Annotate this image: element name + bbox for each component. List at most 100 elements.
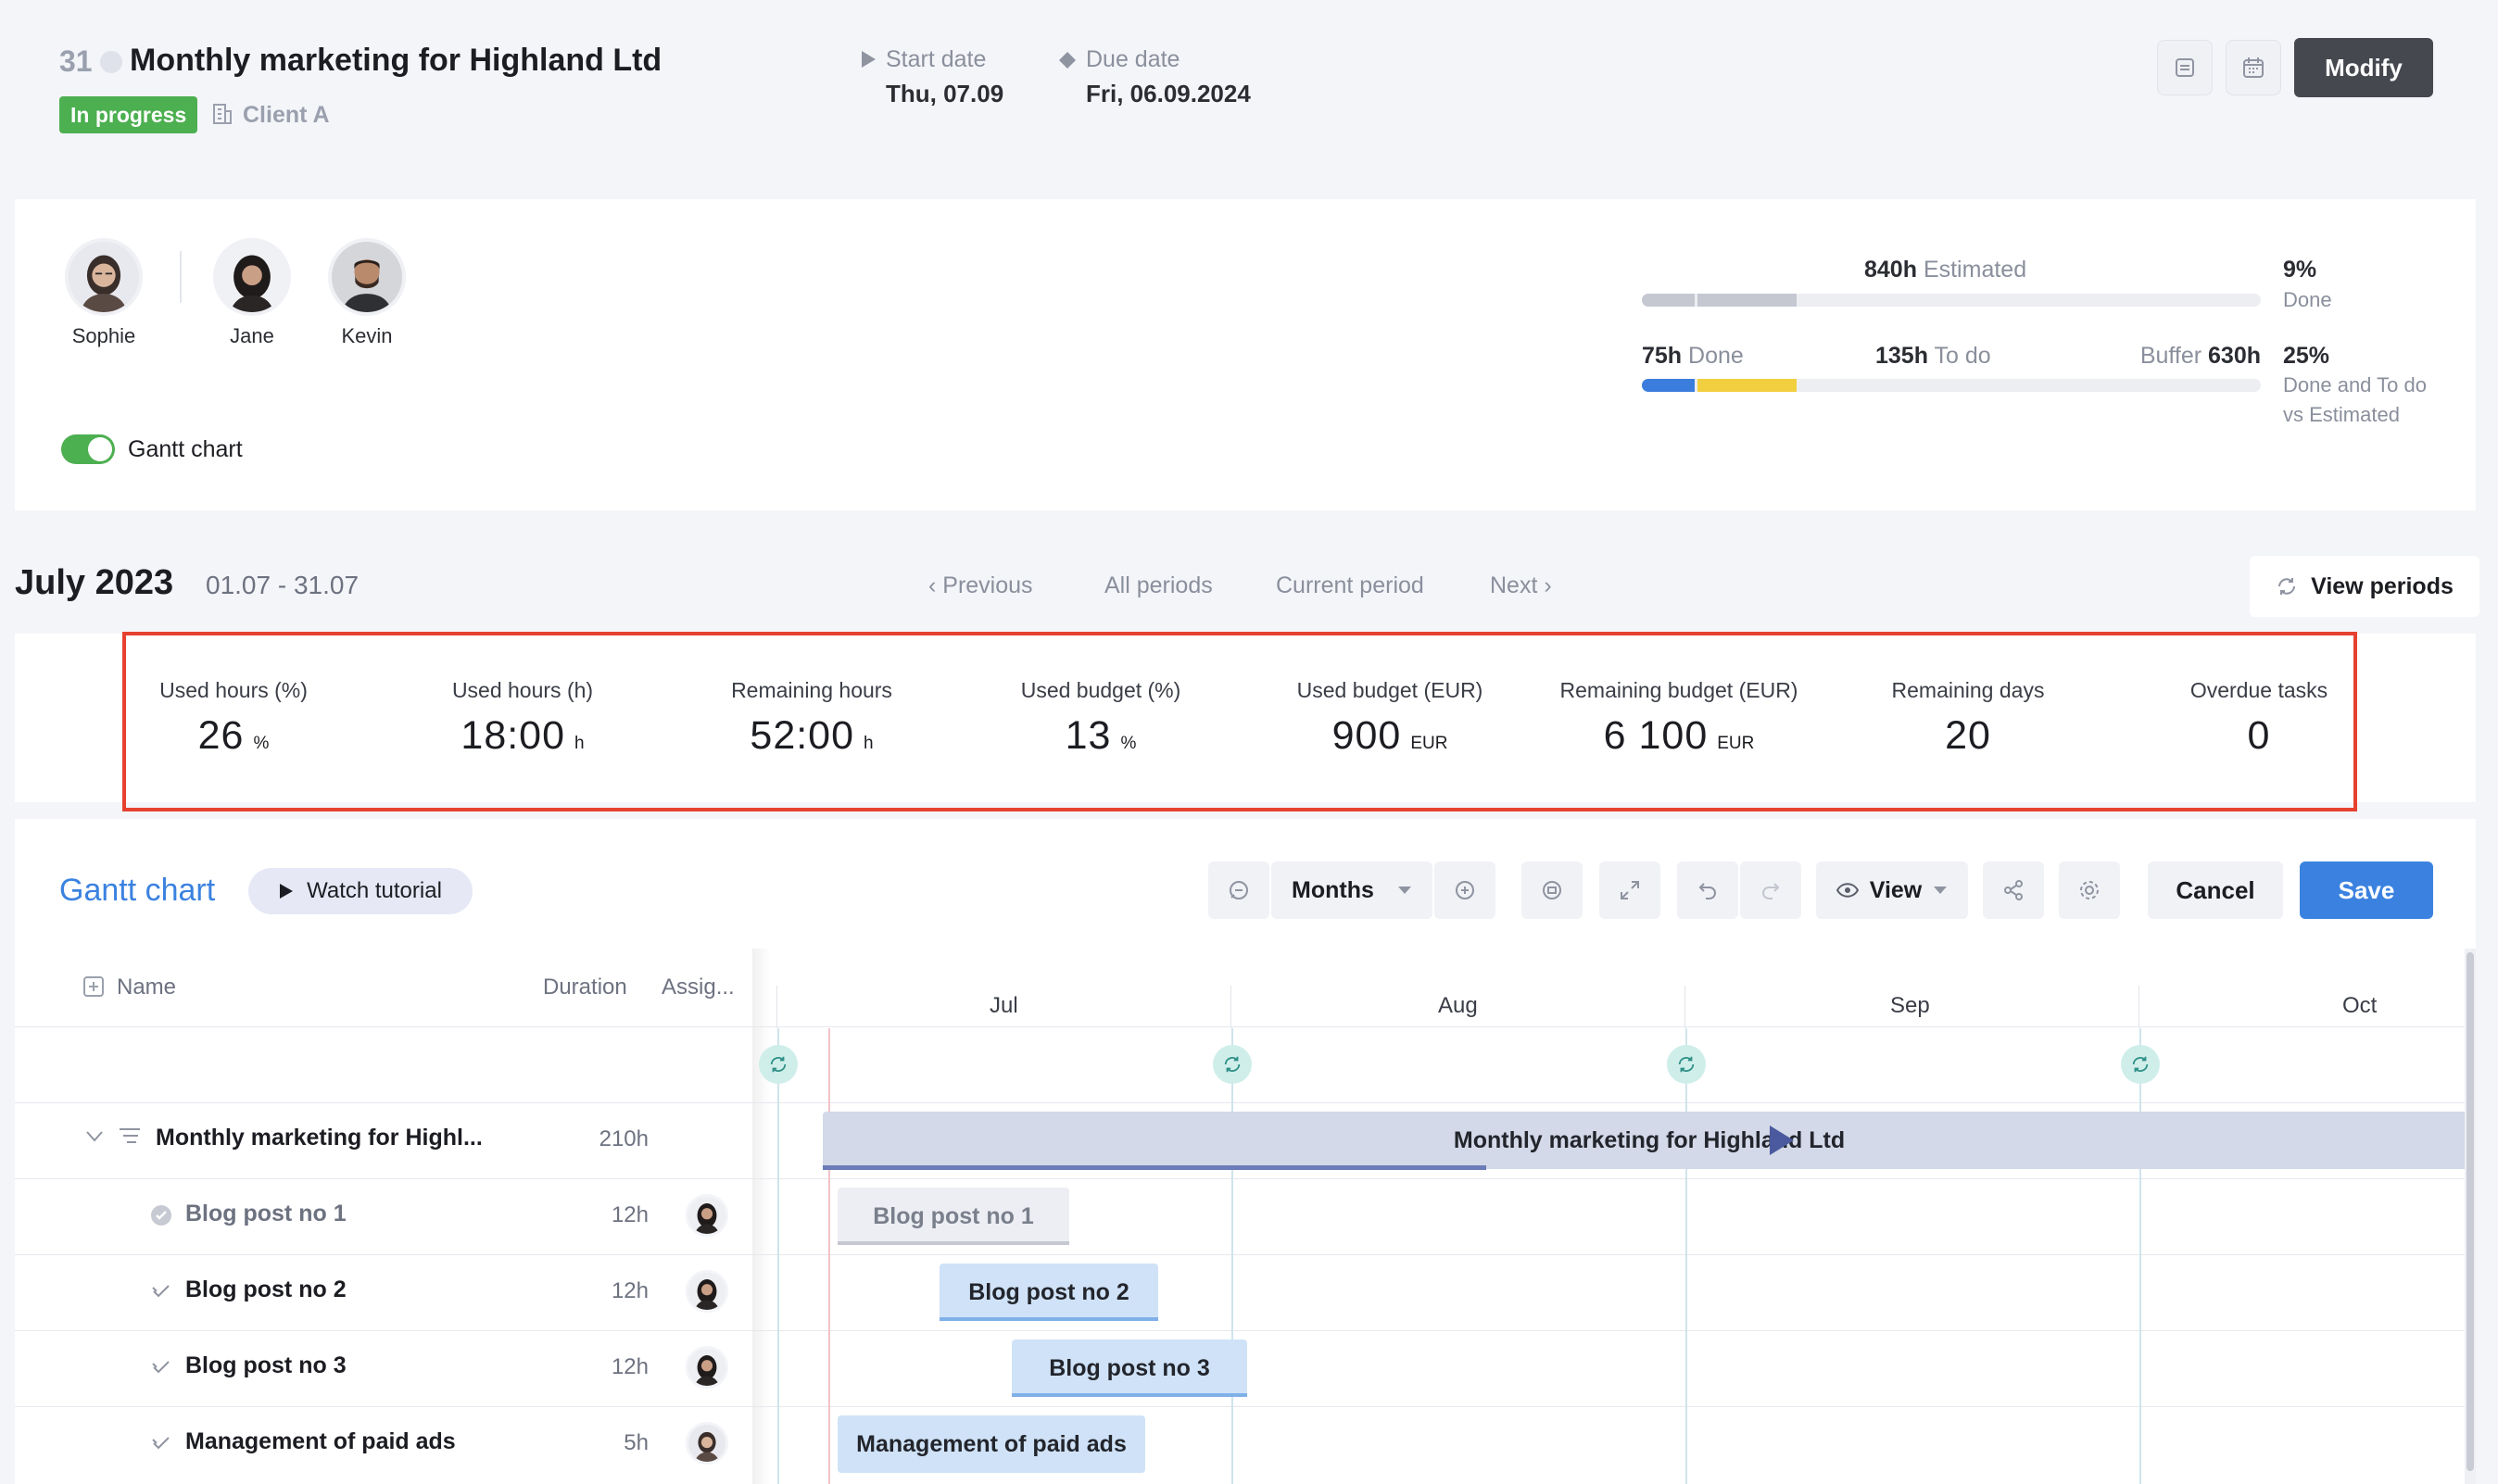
status-badge[interactable]: In progress bbox=[59, 96, 198, 133]
modify-button[interactable]: Modify bbox=[2294, 38, 2433, 97]
project-icon bbox=[119, 1126, 141, 1151]
task-assignee-avatar[interactable] bbox=[686, 1346, 728, 1389]
metric-value-used-hours-h: 18:00 h bbox=[384, 713, 662, 759]
chevron-down-icon[interactable] bbox=[85, 1130, 104, 1148]
progress-handle-icon[interactable] bbox=[1768, 1125, 1796, 1161]
task-bar-progress bbox=[838, 1241, 1069, 1245]
pct-done-todo: 25% bbox=[2283, 343, 2330, 369]
task-name[interactable]: Blog post no 3 bbox=[185, 1352, 347, 1378]
all-periods-link[interactable]: All periods bbox=[1104, 572, 1213, 598]
metrics-highlight-box bbox=[122, 632, 2357, 811]
view-dropdown[interactable]: View bbox=[1816, 861, 1968, 919]
fullscreen-button[interactable] bbox=[1599, 861, 1660, 919]
redo-button[interactable] bbox=[1740, 861, 1801, 919]
task-bar[interactable]: Blog post no 3 bbox=[1012, 1339, 1247, 1397]
column-header-duration[interactable]: Duration bbox=[543, 975, 627, 1000]
share-button[interactable] bbox=[1983, 861, 2044, 919]
scrollbar-thumb[interactable] bbox=[2466, 952, 2474, 1471]
month-label-sep: Sep bbox=[1890, 993, 1930, 1018]
avatar-kevin[interactable] bbox=[328, 238, 406, 316]
scale-dropdown[interactable]: Months bbox=[1271, 861, 1432, 919]
task-bar-progress bbox=[1012, 1393, 1247, 1397]
header: 31 Monthly marketing for Highland Ltd In… bbox=[0, 0, 2498, 199]
watch-tutorial-button[interactable]: Watch tutorial bbox=[248, 868, 473, 914]
metric-label-used-hours-pct: Used hours (%) bbox=[159, 678, 308, 702]
estimated-label: Estimated bbox=[1923, 257, 2027, 283]
vertical-scrollbar[interactable] bbox=[2465, 949, 2476, 1484]
task-name[interactable]: Blog post no 1 bbox=[185, 1201, 347, 1226]
check-icon[interactable] bbox=[150, 1356, 172, 1383]
undo-button[interactable] bbox=[1677, 861, 1738, 919]
row-divider bbox=[15, 1026, 2476, 1027]
check-icon[interactable] bbox=[150, 1280, 172, 1307]
period-marker-icon[interactable] bbox=[1667, 1045, 1706, 1084]
metric-unit: % bbox=[253, 734, 270, 753]
period-marker-icon[interactable] bbox=[759, 1045, 798, 1084]
task-assignee-avatar[interactable] bbox=[686, 1270, 728, 1313]
timeline-shadow bbox=[752, 949, 771, 1484]
task-bar-label: Management of paid ads bbox=[856, 1430, 1127, 1457]
task-bar[interactable]: Blog post no 1 bbox=[838, 1188, 1069, 1245]
due-date-label: Due date bbox=[1086, 46, 1180, 72]
task-assignee-avatar[interactable] bbox=[686, 1194, 728, 1237]
settings-button[interactable] bbox=[2059, 861, 2120, 919]
next-label: Next bbox=[1490, 572, 1538, 598]
task-bar[interactable]: Management of paid ads bbox=[838, 1415, 1145, 1473]
task-assignee-avatar[interactable] bbox=[686, 1422, 728, 1465]
row-divider bbox=[15, 1406, 2476, 1407]
summary-task-name[interactable]: Monthly marketing for Highl... bbox=[156, 1125, 483, 1151]
metric-label-remaining-hours: Remaining hours bbox=[731, 678, 892, 702]
zoom-fit-button[interactable] bbox=[1521, 861, 1583, 919]
cancel-button[interactable]: Cancel bbox=[2148, 861, 2283, 919]
zoom-in-icon bbox=[1456, 881, 1474, 899]
avatar-sophie[interactable] bbox=[65, 238, 143, 316]
task-duration: 12h bbox=[611, 1202, 649, 1227]
notes-button[interactable] bbox=[2157, 40, 2213, 95]
view-label: View bbox=[1869, 876, 1923, 903]
metric-unit: h bbox=[574, 734, 585, 753]
row-divider bbox=[15, 1330, 2476, 1331]
calendar-button[interactable] bbox=[2226, 40, 2281, 95]
due-date-value[interactable]: Fri, 06.09.2024 bbox=[1086, 80, 1251, 107]
metric-number: 52:00 bbox=[750, 713, 855, 758]
metric-unit: h bbox=[864, 734, 874, 753]
gantt-toggle[interactable] bbox=[61, 434, 115, 464]
view-periods-button[interactable]: View periods bbox=[2250, 556, 2479, 617]
period-marker-icon[interactable] bbox=[2121, 1045, 2160, 1084]
check-circle-icon[interactable] bbox=[150, 1204, 172, 1231]
task-name[interactable]: Management of paid ads bbox=[185, 1428, 456, 1454]
todo-label: To do bbox=[1934, 343, 1991, 369]
metric-label-overdue-tasks: Overdue tasks bbox=[2189, 678, 2328, 702]
save-button[interactable]: Save bbox=[2300, 861, 2433, 919]
current-period-link[interactable]: Current period bbox=[1276, 572, 1424, 598]
zoom-fit-icon bbox=[1543, 881, 1561, 899]
summary-bar[interactable]: Monthly marketing for Highland Ltd bbox=[823, 1112, 2476, 1169]
task-bar[interactable]: Blog post no 2 bbox=[940, 1264, 1158, 1321]
building-icon bbox=[211, 102, 233, 131]
summary-progress-line bbox=[823, 1165, 1486, 1170]
zoom-in-button[interactable] bbox=[1434, 861, 1495, 919]
done-value: 75h bbox=[1642, 343, 1683, 369]
previous-period-link[interactable]: ‹ Previous bbox=[928, 572, 1033, 598]
add-task-icon[interactable] bbox=[83, 976, 104, 1001]
column-header-assignee[interactable]: Assig... bbox=[662, 975, 735, 1000]
column-header-name[interactable]: Name bbox=[117, 975, 177, 1000]
period-marker-icon[interactable] bbox=[1213, 1045, 1252, 1084]
today-line bbox=[828, 1028, 830, 1484]
play-icon bbox=[280, 884, 294, 899]
next-period-link[interactable]: Next › bbox=[1490, 572, 1552, 598]
zoom-out-button[interactable] bbox=[1208, 861, 1269, 919]
client-link[interactable]: Client A bbox=[243, 102, 330, 128]
gantt-card: Gantt chart Watch tutorial Months View C… bbox=[15, 819, 2476, 1484]
start-date-value[interactable]: Thu, 07.09 bbox=[886, 80, 1004, 107]
chevron-down-icon bbox=[1398, 887, 1411, 894]
pct-done-label: Done bbox=[2283, 288, 2332, 311]
month-divider bbox=[2138, 986, 2139, 1028]
check-icon[interactable] bbox=[150, 1432, 172, 1459]
gear-icon bbox=[2080, 881, 2099, 899]
share-icon bbox=[2004, 880, 2023, 900]
todo-text: 135h To do bbox=[1875, 343, 1991, 370]
task-name[interactable]: Blog post no 2 bbox=[185, 1276, 347, 1302]
pct-done: 9% bbox=[2283, 257, 2317, 283]
avatar-jane[interactable] bbox=[213, 238, 291, 316]
